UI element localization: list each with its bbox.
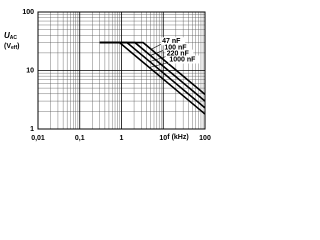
x-tick-label: 1	[120, 135, 124, 142]
y-tick-label: 100	[22, 9, 34, 16]
label-bg	[165, 49, 194, 58]
y-tick-label: 1	[30, 126, 34, 133]
x-tick-label: 10	[159, 135, 167, 142]
series-label: 1000 nF	[169, 56, 196, 63]
label-leader	[150, 50, 164, 56]
chart: UAC (Veff) f (kHz) 0,01 0,1 1 10 100 1 10 100 47…	[4, 9, 211, 142]
series-line	[99, 41, 206, 115]
label-leader	[149, 62, 169, 68]
y-tick-label: 10	[26, 67, 34, 74]
label-bg	[168, 55, 200, 64]
x-tick-label: 0,1	[75, 135, 85, 142]
label-bg	[161, 37, 186, 46]
y-label-main: U	[4, 31, 10, 40]
plot-frame	[37, 11, 206, 130]
label-bg	[163, 43, 191, 52]
label-leader	[150, 43, 162, 50]
y-unit-close: )	[17, 43, 19, 50]
label-leader	[149, 56, 166, 62]
series-label: 47 nF	[162, 38, 181, 45]
x-tick-label: 100	[199, 135, 211, 142]
y-axis-unit: (Veff)	[4, 43, 19, 51]
y-unit-open: (V	[4, 43, 11, 50]
y-axis-label: UAC	[4, 31, 17, 41]
y-unit-sub: eff	[11, 45, 17, 51]
x-tick-label: 0,01	[31, 135, 45, 142]
y-label-sub: AC	[10, 35, 18, 41]
series-label: 220 nF	[167, 50, 190, 57]
x-axis-label: f (kHz)	[167, 134, 188, 141]
series-label: 100 nF	[164, 44, 187, 51]
